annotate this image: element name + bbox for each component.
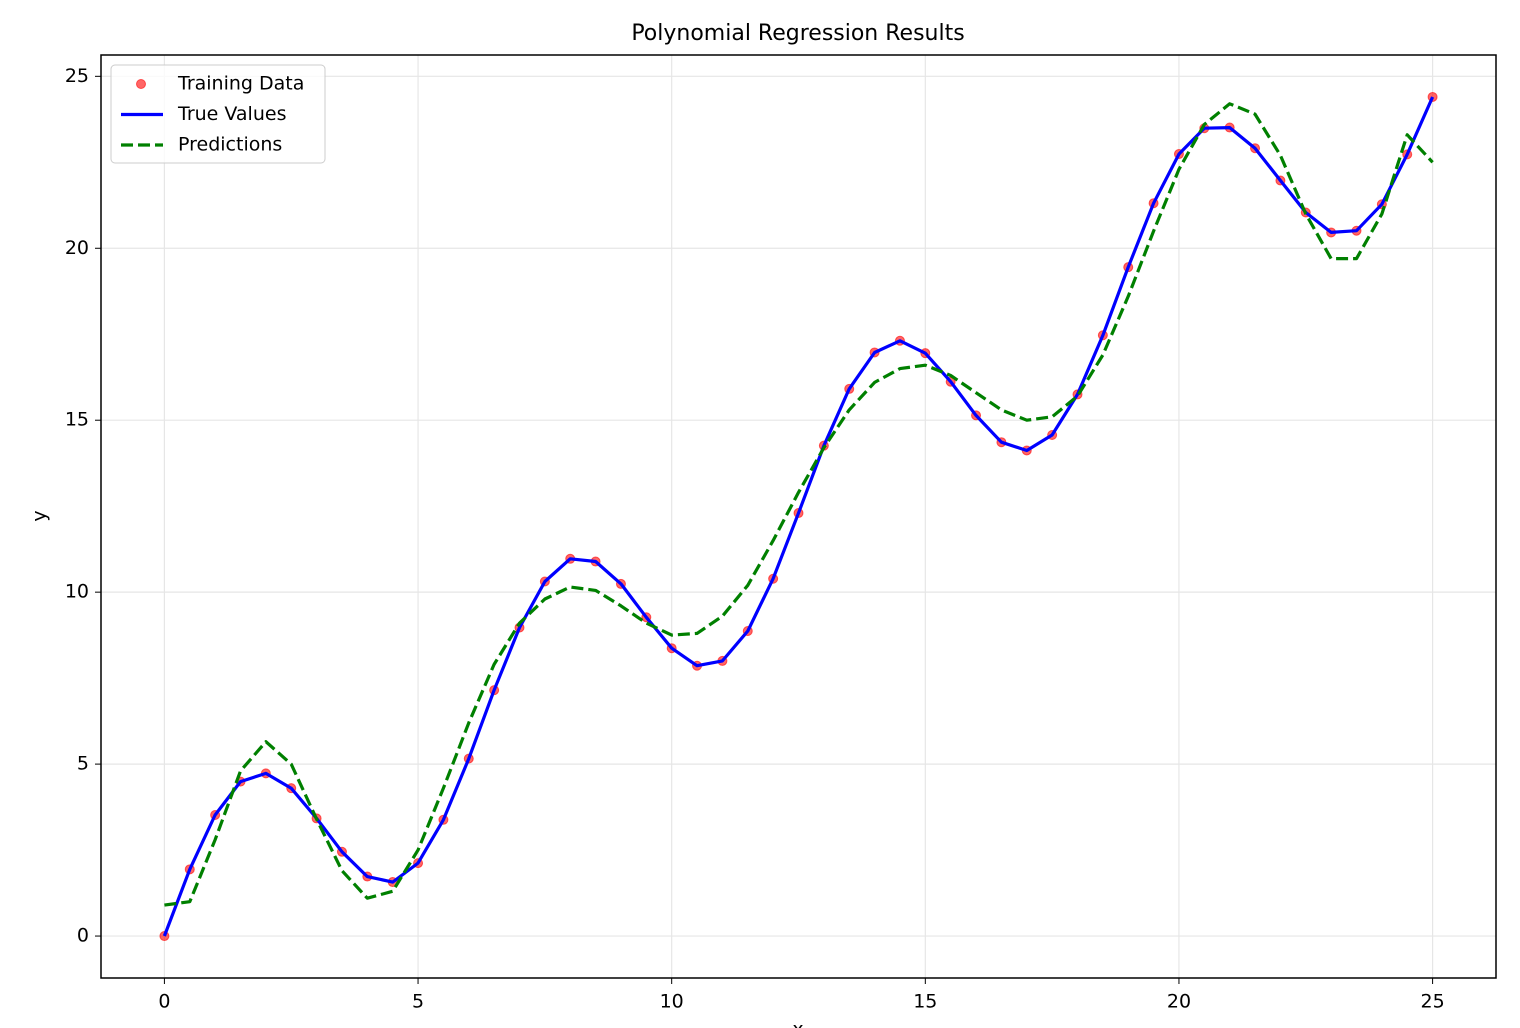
y-tick-label: 0	[77, 925, 89, 947]
x-tick-label: 15	[913, 991, 937, 1013]
x-tick-label: 5	[412, 991, 424, 1013]
x-axis-label: x	[792, 1019, 803, 1028]
y-tick-label: 15	[65, 409, 89, 431]
x-tick-label: 25	[1420, 991, 1444, 1013]
line-series	[164, 102, 1434, 907]
y-tick-label: 20	[65, 237, 89, 259]
legend-marker	[136, 79, 146, 89]
legend-box	[110, 64, 326, 164]
legend-label: True Values	[177, 103, 286, 125]
y-axis-label: y	[29, 510, 51, 521]
x-tick-label: 0	[158, 991, 170, 1013]
x-tick-label: 20	[1167, 991, 1191, 1013]
chart-title: Polynomial Regression Results	[631, 21, 964, 46]
legend-label: Training Data	[177, 73, 304, 95]
y-tick-label: 10	[65, 581, 89, 603]
y-tick-label: 5	[77, 753, 89, 775]
plot-frame	[100, 54, 1497, 979]
x-tick-label: 10	[660, 991, 684, 1013]
legend-label: Predictions	[178, 134, 282, 156]
y-tick-label: 25	[65, 65, 89, 87]
line-series	[162, 96, 1435, 937]
